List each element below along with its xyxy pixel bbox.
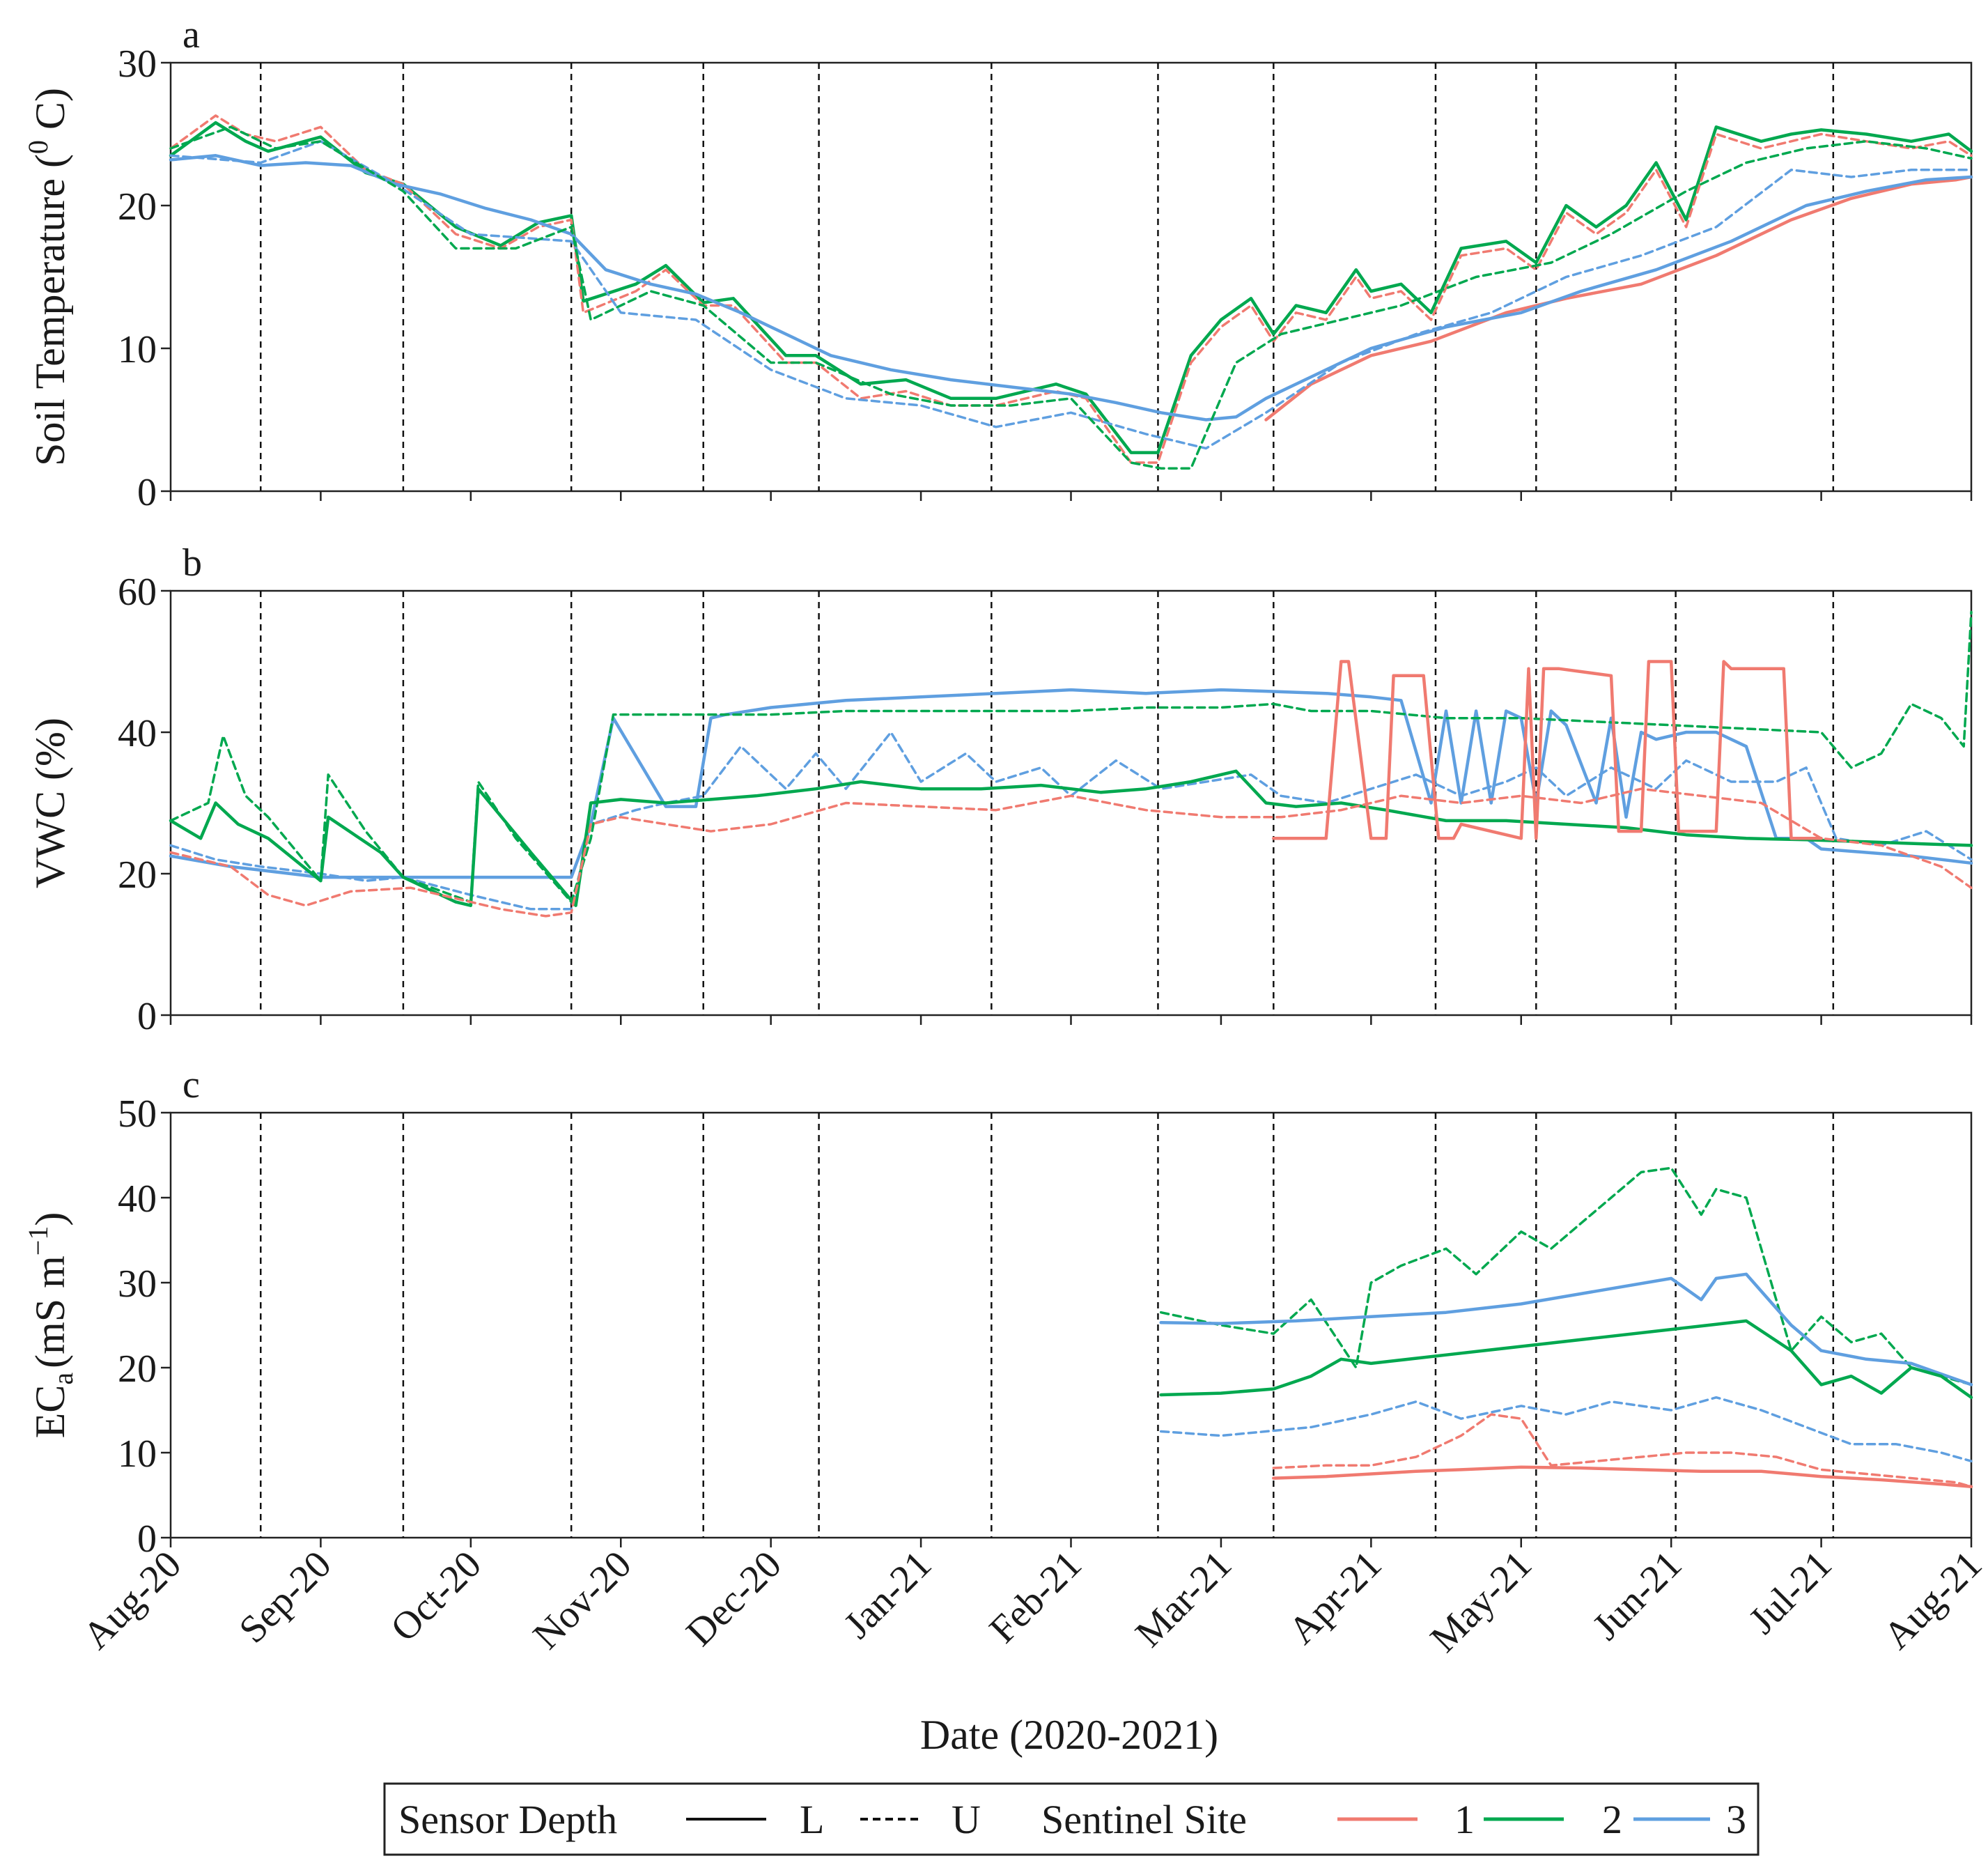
series-line-site1-U xyxy=(169,114,1973,464)
legend: Sensor Depth L U Sentinel Site 1 2 3 xyxy=(383,1782,1760,1856)
x-tick-label: Jan-21 xyxy=(836,1543,940,1646)
series-line-site1-L xyxy=(1272,660,1823,840)
y-label-units: (mS m xyxy=(27,1255,73,1368)
series-line-site3-L xyxy=(169,154,1973,422)
panel-b: 0 20 40 60 b VWC (%) xyxy=(27,541,1973,1038)
series-line-site2-U xyxy=(1159,1166,1973,1386)
legend-site-title: Sentinel Site xyxy=(1041,1797,1247,1842)
y-tick-label: 10 xyxy=(118,328,157,371)
x-tick-label: Oct-20 xyxy=(382,1543,490,1650)
series-line-site2-L xyxy=(169,121,1973,454)
panel-letter: a xyxy=(183,13,200,56)
x-tick-label: Aug-21 xyxy=(1875,1543,1988,1658)
x-tick-label: Aug-20 xyxy=(75,1543,189,1658)
series-line-site3-L xyxy=(169,688,1973,879)
y-label-sup: 0 xyxy=(22,140,54,154)
y-tick-label: 50 xyxy=(118,1092,157,1136)
series-line-site2-L xyxy=(1159,1319,1973,1399)
y-axis-label: Soil Temperature (0 C) xyxy=(22,88,73,466)
y-label-sub: a xyxy=(47,1373,79,1385)
y-tick-label: 40 xyxy=(118,712,157,755)
series-line-site3-U xyxy=(169,140,1973,450)
legend-depth-title: Sensor Depth xyxy=(398,1797,617,1842)
y-label-main: VWC (%) xyxy=(27,718,73,888)
x-tick-label: Apr-21 xyxy=(1280,1543,1390,1652)
y-tick-label: 10 xyxy=(118,1432,157,1476)
x-tick-label: Mar-21 xyxy=(1127,1543,1240,1655)
y-label-main: Soil Temperature ( xyxy=(27,154,73,466)
series-line-site2-U xyxy=(169,125,1973,470)
x-tick-label: Jun-21 xyxy=(1585,1543,1691,1648)
series-line-site1-L xyxy=(1272,1465,1973,1489)
legend-site-label: 2 xyxy=(1602,1797,1622,1842)
series-line-site2-U xyxy=(169,610,1973,904)
y-label-sup: −1 xyxy=(22,1226,54,1256)
y-tick-label: 0 xyxy=(137,471,157,514)
y-tick-label: 30 xyxy=(118,42,157,86)
y-tick-label: 40 xyxy=(118,1177,157,1221)
y-tick-label: 0 xyxy=(137,1517,157,1561)
series-line-site2-L xyxy=(169,769,1973,907)
series-line-site3-U xyxy=(1159,1396,1973,1462)
legend-site-label: 1 xyxy=(1454,1797,1475,1842)
x-axis-label: Date (2020-2021) xyxy=(920,1712,1218,1758)
y-label-main: EC xyxy=(27,1385,73,1439)
series-line-site3-U xyxy=(169,731,1973,911)
legend-depth-label: L xyxy=(800,1797,824,1842)
y-axis-label: ECa (mS m−1) xyxy=(22,1212,79,1439)
y-label-close: ) xyxy=(27,1212,73,1226)
y-tick-label: 20 xyxy=(118,185,157,229)
panel-letter: b xyxy=(183,541,202,585)
x-tick-label: Dec-20 xyxy=(678,1543,789,1654)
plot-frame xyxy=(169,61,1973,493)
x-tick-label: Feb-21 xyxy=(981,1543,1090,1651)
series-line-site1-U xyxy=(169,787,1973,918)
series-line-site1-U xyxy=(1272,1413,1973,1488)
y-tick-label: 20 xyxy=(118,853,157,897)
series-line-site3-L xyxy=(1159,1272,1973,1386)
x-tick-label: Nov-20 xyxy=(525,1543,640,1658)
y-axis-label: VWC (%) xyxy=(27,718,73,888)
legend-depth-label: U xyxy=(952,1797,981,1842)
x-tick-label: May-21 xyxy=(1422,1543,1540,1660)
x-tick-label: Sep-20 xyxy=(231,1543,340,1651)
y-tick-label: 60 xyxy=(118,571,157,614)
legend-site-label: 3 xyxy=(1726,1797,1746,1842)
y-tick-label: 20 xyxy=(118,1347,157,1391)
y-tick-label: 0 xyxy=(137,995,157,1038)
panel-letter: c xyxy=(183,1063,200,1106)
panel-c: 0 10 20 30 40 50 c ECa (mS m−1) xyxy=(22,1063,1973,1561)
x-axis: Aug-20 Sep-20 Oct-20 Nov-20 Dec-20 Jan-21 Feb-… xyxy=(75,1543,1988,1660)
y-label-tail: C) xyxy=(27,88,73,140)
series-line-site1-L xyxy=(1264,175,1973,422)
x-tick-label: Jul-21 xyxy=(1741,1543,1840,1642)
plot-frame xyxy=(169,589,1973,1017)
y-tick-label: 30 xyxy=(118,1262,157,1306)
